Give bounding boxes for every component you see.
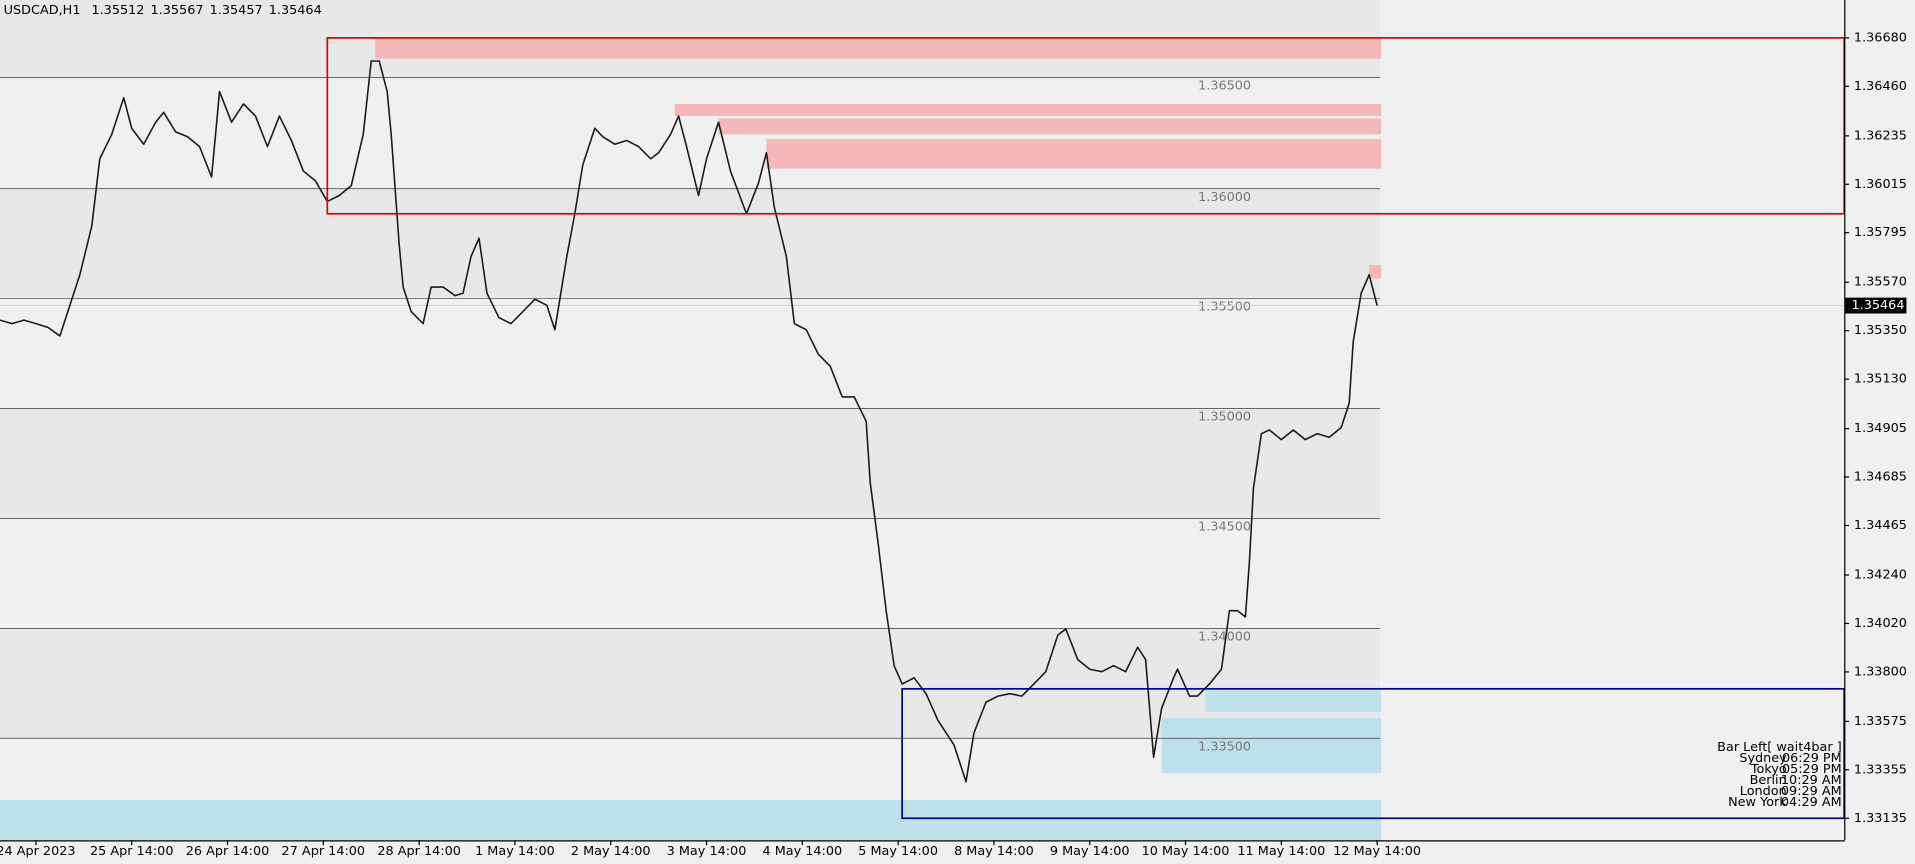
x-tick-label: 8 May 14:00: [954, 844, 1034, 859]
y-tick-label: 1.34905: [1854, 421, 1907, 436]
session-time: 05:29 PM: [1782, 762, 1842, 777]
y-tick-label: 1.33800: [1854, 664, 1907, 679]
ohlc-value: 1.35567: [151, 2, 204, 17]
level-label: 1.36000: [1198, 190, 1251, 205]
level-label: 1.33500: [1198, 739, 1251, 754]
zone: [718, 118, 1382, 135]
y-tick-label: 1.36015: [1854, 177, 1907, 192]
level-label: 1.36500: [1198, 79, 1251, 94]
ohlc-value: 1.35512: [91, 2, 144, 17]
x-tick-label: 4 May 14:00: [762, 844, 842, 859]
x-tick-label: 3 May 14:00: [667, 844, 747, 859]
last-price-box: [1845, 297, 1907, 314]
session-city: New York: [1728, 795, 1787, 810]
y-tick-label: 1.33135: [1854, 811, 1907, 826]
zone: [1205, 690, 1382, 712]
zone: [0, 799, 1382, 841]
x-tick-label: 12 May 14:00: [1333, 844, 1421, 859]
zone: [674, 103, 1382, 117]
y-tick-label: 1.36235: [1854, 128, 1907, 143]
level-label: 1.34500: [1198, 520, 1251, 535]
price-line: [0, 60, 1378, 783]
x-tick-label: 5 May 14:00: [858, 844, 938, 859]
bar-left: Bar Left[ wait4bar ]: [1717, 740, 1842, 755]
header: USDCAD,H1 1.35512 1.35567 1.35457 1.35464: [4, 2, 322, 17]
y-tick-label: 1.35130: [1854, 372, 1907, 387]
session-time: 04:29 AM: [1781, 795, 1842, 810]
session-city: Tokyo: [1750, 762, 1787, 777]
zone: [1369, 265, 1382, 279]
level-label: 1.34000: [1198, 629, 1251, 644]
zone: [1161, 718, 1382, 774]
x-tick-label: 11 May 14:00: [1237, 844, 1325, 859]
y-tick-label: 1.35350: [1854, 323, 1907, 338]
y-tick-label: 1.34020: [1854, 616, 1907, 631]
ohlc-value: 1.35464: [269, 2, 322, 17]
y-tick-label: 1.34240: [1854, 568, 1907, 583]
level-band: [0, 187, 1381, 298]
y-tick-label: 1.33355: [1854, 762, 1907, 777]
x-tick-label: 1 May 14:00: [475, 844, 555, 859]
x-tick-label: 9 May 14:00: [1050, 844, 1130, 859]
level-label: 1.35000: [1198, 410, 1251, 425]
zone: [375, 37, 1382, 59]
session-time: 10:29 AM: [1781, 773, 1842, 788]
ohlc-value: 1.35457: [210, 2, 263, 17]
level-band: [0, 407, 1381, 518]
x-tick-label: 24 Apr 2023: [0, 844, 76, 859]
level-label: 1.35500: [1198, 300, 1251, 315]
session-city: Berlin: [1750, 773, 1787, 788]
y-tick-label: 1.34685: [1854, 470, 1907, 485]
y-tick-label: 1.35570: [1854, 275, 1907, 290]
x-tick-label: 25 Apr 14:00: [90, 844, 174, 859]
session-time: 06:29 PM: [1782, 751, 1842, 766]
y-tick-label: 1.36460: [1854, 79, 1907, 94]
x-tick-label: 2 May 14:00: [571, 844, 651, 859]
y-tick-label: 1.36680: [1854, 30, 1907, 45]
x-tick-label: 10 May 14:00: [1142, 844, 1230, 859]
last-price-label: 1.35464: [1851, 298, 1904, 313]
session-city: Sydney: [1739, 751, 1787, 766]
level-band: [0, 517, 1381, 628]
symbol: USDCAD,H1: [4, 2, 81, 17]
x-tick-label: 26 Apr 14:00: [186, 844, 270, 859]
level-band: [0, 297, 1381, 408]
y-tick-label: 1.33575: [1854, 714, 1907, 729]
zone: [766, 139, 1382, 169]
y-tick-label: 1.34465: [1854, 518, 1907, 533]
y-tick-label: 1.35795: [1854, 225, 1907, 240]
session-city: London: [1740, 784, 1787, 799]
x-tick-label: 28 Apr 14:00: [377, 844, 461, 859]
x-tick-label: 27 Apr 14:00: [282, 844, 366, 859]
session-time: 09:29 AM: [1781, 784, 1842, 799]
